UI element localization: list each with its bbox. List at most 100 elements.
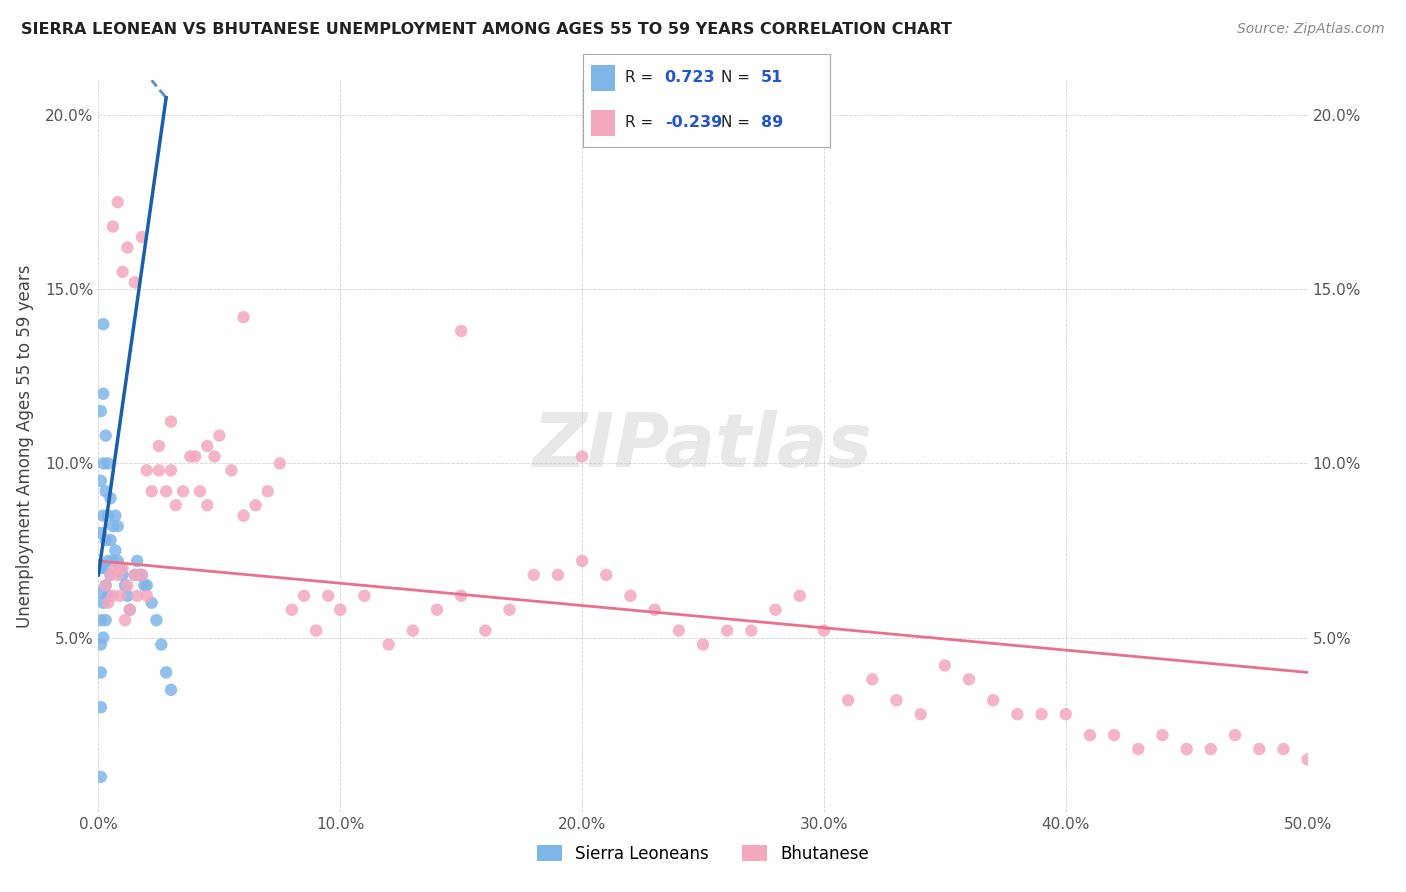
Point [91, 561, 114, 575]
Point [107, 554, 129, 568]
Point [837, 693, 859, 707]
Point [90, 665, 112, 680]
Point [107, 195, 129, 210]
Point [91, 631, 114, 645]
Point [1007, 707, 1029, 722]
Point [90, 526, 112, 541]
Point [1223, 728, 1246, 742]
Point [155, 484, 177, 499]
Point [100, 491, 122, 506]
Point [148, 439, 170, 453]
Point [498, 603, 520, 617]
Point [141, 484, 163, 499]
Point [90, 700, 112, 714]
Point [813, 624, 835, 638]
Point [135, 463, 157, 477]
Point [221, 463, 243, 477]
Point [195, 498, 218, 512]
Point [97, 457, 120, 471]
Point [1249, 742, 1271, 756]
Point [150, 638, 173, 652]
Point [789, 589, 811, 603]
Text: -0.239: -0.239 [665, 115, 721, 130]
Text: R =: R = [626, 70, 658, 85]
Point [619, 589, 641, 603]
Point [135, 589, 157, 603]
Point [108, 589, 131, 603]
Point [160, 463, 183, 477]
Point [165, 498, 187, 512]
Point [269, 457, 291, 471]
Point [1031, 707, 1053, 722]
Point [450, 589, 472, 603]
Point [1175, 742, 1198, 756]
Text: ZIPatlas: ZIPatlas [533, 409, 873, 483]
Point [450, 324, 472, 338]
Point [232, 310, 254, 325]
Point [131, 567, 153, 582]
Point [305, 624, 328, 638]
Point [127, 589, 149, 603]
Point [1078, 728, 1101, 742]
Point [547, 567, 569, 582]
Point [124, 275, 146, 289]
Point [765, 603, 787, 617]
Text: R =: R = [626, 115, 658, 130]
Legend: Sierra Leoneans, Bhutanese: Sierra Leoneans, Bhutanese [530, 838, 876, 869]
Point [160, 682, 183, 697]
Point [934, 658, 956, 673]
Point [94, 484, 117, 499]
Point [256, 484, 278, 499]
Point [107, 567, 129, 582]
Point [104, 543, 127, 558]
Point [981, 693, 1004, 707]
Point [716, 624, 738, 638]
Point [107, 519, 129, 533]
Point [111, 561, 134, 575]
Point [90, 404, 112, 418]
Point [94, 578, 117, 592]
Point [860, 673, 883, 687]
Point [292, 589, 315, 603]
Point [172, 484, 194, 499]
Point [188, 484, 211, 499]
Point [124, 567, 146, 582]
Point [145, 613, 167, 627]
Point [571, 450, 593, 464]
Bar [591, 65, 616, 91]
Point [1128, 742, 1150, 756]
Point [118, 603, 141, 617]
Point [184, 450, 207, 464]
Point [91, 596, 114, 610]
Point [1199, 742, 1222, 756]
Point [740, 624, 762, 638]
Point [1296, 752, 1319, 766]
Point [94, 428, 117, 442]
Point [101, 554, 124, 568]
Point [668, 624, 690, 638]
Point [141, 596, 163, 610]
Text: N =: N = [721, 115, 755, 130]
Point [117, 578, 139, 592]
Point [117, 240, 139, 254]
Point [104, 561, 127, 575]
Point [90, 638, 112, 652]
Point [644, 603, 666, 617]
Text: Source: ZipAtlas.com: Source: ZipAtlas.com [1237, 22, 1385, 37]
Point [101, 519, 124, 533]
Point [104, 508, 127, 523]
Point [208, 428, 231, 442]
Bar [591, 110, 616, 136]
Point [94, 533, 117, 547]
Point [101, 219, 124, 234]
Point [127, 554, 149, 568]
Point [94, 578, 117, 592]
Point [91, 317, 114, 331]
Point [957, 673, 980, 687]
Text: N =: N = [721, 70, 755, 85]
Point [155, 665, 177, 680]
Point [91, 457, 114, 471]
Point [329, 603, 352, 617]
Point [90, 770, 112, 784]
Point [523, 567, 546, 582]
